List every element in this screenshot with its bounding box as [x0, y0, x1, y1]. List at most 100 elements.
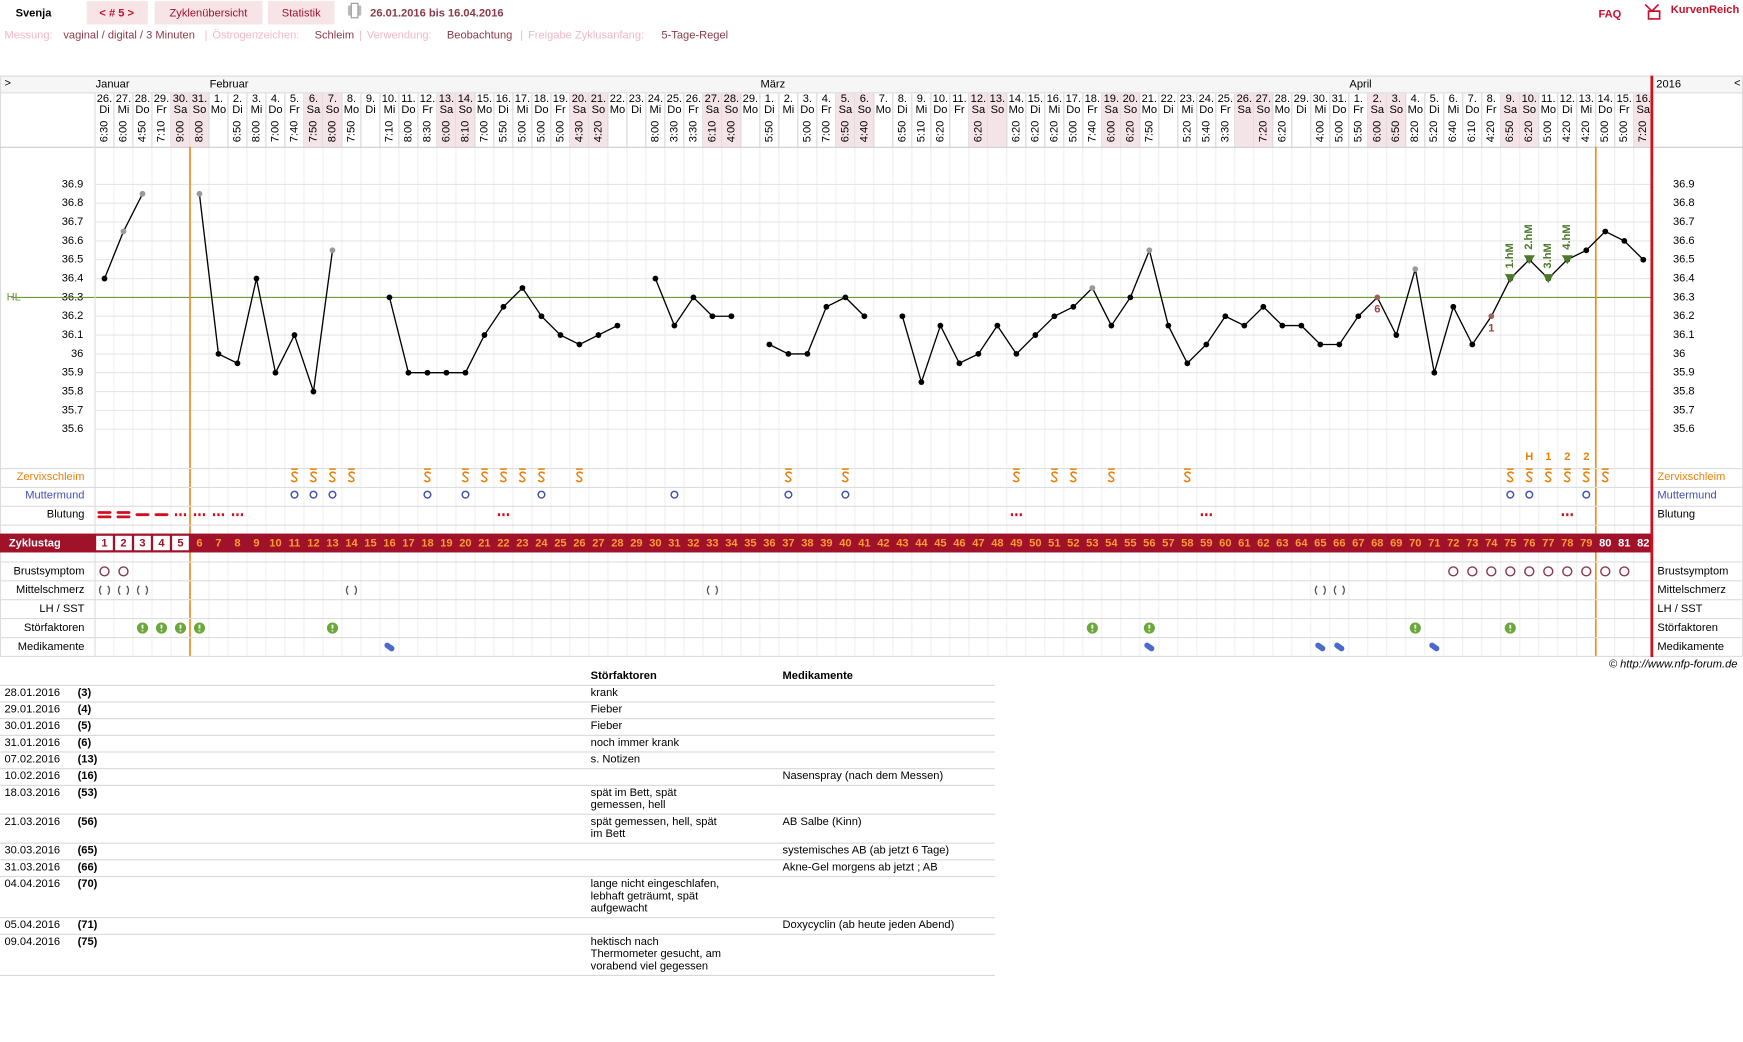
note-row: 09.04.2016 (75) hektisch nach Thermometer …	[0, 934, 995, 976]
note-text: 09.04.2016	[4, 935, 61, 949]
setting-label: Östrogenzeichen:	[212, 30, 299, 42]
note-row: 18.03.2016 (53) spät im Bett, spät gemesse…	[0, 785, 995, 815]
cycle-day: 60	[1219, 538, 1231, 550]
cycle-day: 15	[364, 538, 376, 550]
temperature-point	[1279, 322, 1286, 329]
weekday-label: Sa	[573, 104, 587, 116]
cervix-mark	[841, 490, 850, 499]
note-cell	[778, 752, 995, 770]
time-label: 3:30	[1219, 121, 1231, 143]
weekend-shade	[702, 93, 722, 147]
time-label: 5:10	[915, 121, 927, 143]
weekday-label: Di	[498, 104, 509, 116]
time-label: 3:30	[668, 121, 680, 143]
mucus-mark	[1506, 468, 1515, 483]
note-cell: (6)	[73, 735, 587, 753]
tab-bg	[267, 1, 335, 25]
temperature-point	[538, 313, 545, 320]
date-label: 9.	[366, 93, 375, 105]
note-cell: 28.01.2016	[0, 685, 74, 703]
temperature-point	[1127, 294, 1134, 301]
cycle-nav[interactable]: < # 5 >	[99, 7, 134, 19]
time-label: 6:50	[1390, 121, 1402, 143]
time-label: 7:20	[1257, 121, 1269, 143]
note-cell	[778, 785, 995, 815]
time-label: 6:00	[117, 121, 129, 143]
cycle-day: 29	[630, 538, 642, 550]
note-cell: (53)	[73, 785, 587, 815]
faq-link[interactable]: FAQ	[1598, 8, 1621, 20]
weekday-label: So	[725, 104, 739, 116]
time-label: 4:20	[1485, 121, 1497, 143]
time-label: 7:40	[288, 121, 300, 143]
note-text: (3)	[77, 686, 92, 700]
time-label: 6:20	[1029, 121, 1041, 143]
note-text: Nasenspray (nach dem Messen)	[782, 770, 944, 783]
date-label: 13.	[990, 93, 1005, 105]
date-label: 4.	[822, 93, 831, 105]
temperature-point	[1602, 228, 1609, 235]
cycle-day: 58	[1181, 538, 1193, 550]
mucus-mark	[347, 468, 356, 483]
mucus-mark	[575, 468, 584, 483]
time-label: 6:20	[1010, 121, 1022, 143]
y-tick-label: 35.7	[62, 404, 84, 416]
cervix-mark	[461, 490, 470, 499]
weekday-label: Di	[232, 104, 243, 116]
nav-next[interactable]: <	[1734, 77, 1741, 89]
note-cell	[586, 768, 779, 786]
note-text: 29.01.2016	[4, 703, 61, 716]
date-range: 26.01.2016 bis 16.04.2016	[370, 7, 503, 19]
weekend-shade	[304, 93, 324, 147]
cycle-day-box	[134, 535, 151, 551]
cervix-mark	[670, 490, 679, 499]
note-cell: 31.01.2016	[0, 735, 74, 753]
tab[interactable]: Statistik	[282, 7, 321, 19]
note-text: (4)	[77, 703, 92, 716]
cycle-day: 10	[269, 538, 281, 550]
pain-mark	[1333, 585, 1345, 596]
tab[interactable]: Zyklenübersicht	[170, 7, 248, 19]
note-cell: 21.03.2016	[0, 814, 74, 844]
note-cell	[778, 701, 995, 720]
time-label: 5:00	[1333, 121, 1345, 143]
time-label: 8:00	[250, 121, 262, 143]
weekday-label: So	[592, 104, 606, 116]
weekday-label: Sa	[1636, 104, 1650, 116]
footer: © http://www.nfp-forum.de	[1609, 659, 1738, 670]
weekend-shade	[968, 93, 988, 147]
date-label: 10.	[382, 93, 397, 105]
note-text: systemisches AB (ab jetzt 6 Tage)	[782, 844, 950, 858]
mucus-mark	[423, 468, 432, 483]
mucus-mark	[537, 468, 546, 483]
note-cell: (5)	[73, 718, 587, 736]
hm-label: 2.hM	[1523, 224, 1535, 249]
mucus-annotation: 2	[1583, 451, 1589, 463]
cycle-day: 34	[725, 538, 738, 550]
date-label: 18.	[1085, 93, 1100, 105]
weekday-label: Do	[933, 104, 947, 116]
weekend-shade	[721, 93, 741, 147]
y-tick-label-right: 36.8	[1673, 197, 1695, 209]
date-label: 20.	[1123, 93, 1138, 105]
note-row: 04.04.2016 (70) lange nicht eingeschlafen,…	[0, 876, 995, 919]
chart-frame	[0, 75, 1743, 657]
mucus-mark	[1069, 468, 1078, 483]
time-label: 4:00	[725, 121, 737, 143]
time-label: 7:50	[307, 121, 319, 143]
mucus-mark	[328, 468, 337, 483]
weekday-label: So	[1523, 104, 1537, 116]
weekday-label: Mi	[916, 104, 928, 116]
time-label: 5:20	[1181, 121, 1193, 143]
note-text: (65)	[77, 844, 98, 858]
nav-prev[interactable]: >	[4, 77, 10, 89]
time-label: 7:00	[820, 121, 832, 143]
weekday-label: So	[326, 104, 340, 116]
weekday-label: Mo	[1009, 104, 1024, 116]
note-cell	[778, 735, 995, 753]
temperature-point	[1203, 341, 1210, 348]
date-label: 29.	[743, 93, 758, 105]
date-label: 31.	[192, 93, 207, 105]
temperature-point	[899, 313, 906, 320]
weekday-label: Fr	[688, 104, 699, 116]
